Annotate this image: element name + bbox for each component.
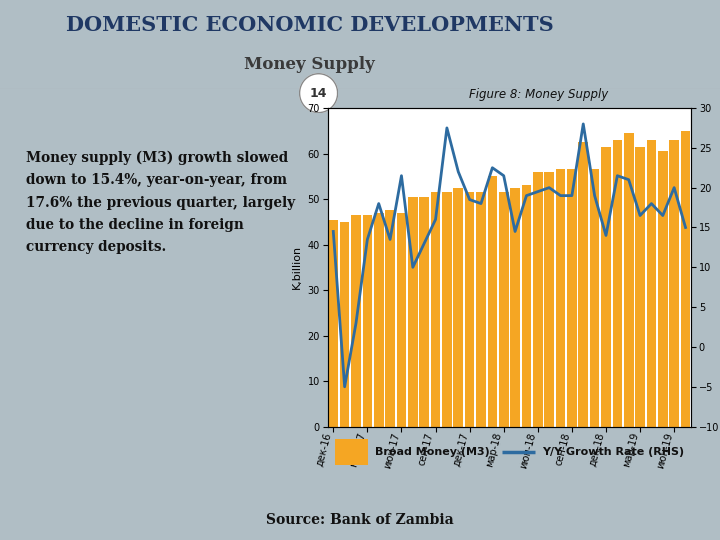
Bar	[328, 220, 338, 427]
Bar	[658, 151, 667, 427]
Bar	[670, 140, 679, 427]
Bar	[544, 172, 554, 427]
Text: Broad Money (M3): Broad Money (M3)	[375, 447, 490, 457]
Text: 14: 14	[310, 86, 328, 100]
Bar	[363, 215, 372, 427]
Bar	[635, 147, 645, 427]
Bar	[408, 197, 418, 427]
Text: Figure 8: Money Supply: Figure 8: Money Supply	[469, 88, 608, 101]
Bar	[340, 222, 349, 427]
Bar	[613, 140, 622, 427]
Text: Money Supply: Money Supply	[244, 56, 375, 73]
Text: Source: Bank of Zambia: Source: Bank of Zambia	[266, 513, 454, 526]
Bar	[454, 188, 463, 427]
Bar	[397, 213, 406, 427]
Bar	[335, 440, 368, 465]
Bar	[680, 131, 690, 427]
Text: Money supply (M3) growth slowed
down to 15.4%, year-on-year, from
17.6% the prev: Money supply (M3) growth slowed down to …	[26, 151, 295, 254]
Bar	[431, 192, 441, 427]
Bar	[601, 147, 611, 427]
Bar	[487, 176, 498, 427]
Bar	[476, 192, 486, 427]
Bar	[647, 140, 656, 427]
Bar	[533, 172, 543, 427]
Text: Y/Y Growth Rate (RHS): Y/Y Growth Rate (RHS)	[542, 447, 684, 457]
Bar	[624, 133, 634, 427]
Bar	[374, 213, 384, 427]
Bar	[442, 192, 451, 427]
Text: DOMESTIC ECONOMIC DEVELOPMENTS: DOMESTIC ECONOMIC DEVELOPMENTS	[66, 15, 554, 35]
Bar	[385, 211, 395, 427]
Bar	[465, 192, 474, 427]
Bar	[510, 188, 520, 427]
Bar	[567, 170, 577, 427]
Bar	[499, 192, 508, 427]
Bar	[590, 170, 600, 427]
Y-axis label: K,billion: K,billion	[292, 245, 302, 289]
Polygon shape	[300, 74, 338, 112]
Bar	[351, 215, 361, 427]
Bar	[578, 142, 588, 427]
Bar	[419, 197, 429, 427]
Bar	[521, 185, 531, 427]
Bar	[556, 170, 565, 427]
